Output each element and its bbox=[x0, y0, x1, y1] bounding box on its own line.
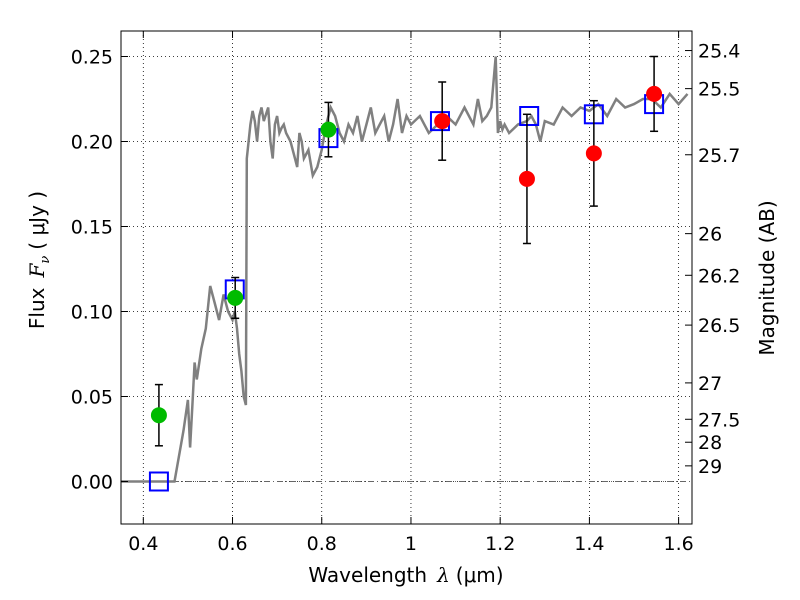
observed-point bbox=[150, 407, 167, 424]
grid-lines bbox=[121, 31, 692, 524]
x-tick-label: 0.8 bbox=[307, 533, 337, 555]
y-tick-label: 0.15 bbox=[71, 217, 113, 239]
observed-point bbox=[434, 113, 451, 130]
x-tick-label: 1.4 bbox=[574, 533, 604, 555]
magnitude-tick-label: 25.5 bbox=[698, 79, 740, 101]
y-axis-ticks: 0.00 0.05 0.10 0.15 0.20 0.25 bbox=[71, 47, 128, 494]
y-tick-label: 0.05 bbox=[71, 387, 113, 409]
magnitude-tick-label: 26.5 bbox=[698, 315, 740, 337]
model-square-marker bbox=[519, 106, 540, 126]
x-tick-label: 0.4 bbox=[128, 533, 158, 555]
model-square-marker bbox=[148, 471, 169, 492]
model-spectrum bbox=[121, 56, 689, 483]
observed-points bbox=[150, 85, 663, 424]
observed-point bbox=[518, 170, 535, 187]
observed-point bbox=[320, 121, 337, 138]
magnitude-tick-label: 27 bbox=[698, 373, 722, 395]
magnitude-tick-label: 26.2 bbox=[698, 265, 740, 287]
magnitude-tick-label: 29 bbox=[698, 456, 722, 478]
magnitude-tick-label: 28 bbox=[698, 432, 722, 454]
x-tick-label: 1.2 bbox=[485, 533, 515, 555]
y-axis-label: FluxFν( μJy ) bbox=[25, 191, 53, 329]
observed-point bbox=[227, 289, 244, 306]
spectrum-line bbox=[121, 56, 689, 483]
magnitude-tick-label: 27.5 bbox=[698, 409, 740, 431]
magnitude-axis-label: Magnitude (AB) bbox=[755, 200, 779, 355]
observed-point bbox=[585, 145, 602, 162]
y-tick-label: 0.20 bbox=[71, 132, 113, 154]
x-axis-label: Wavelength λ (μm) bbox=[308, 563, 503, 587]
x-axis-ticks: 0.4 0.6 0.8 1 1.2 1.4 1.6 bbox=[128, 31, 694, 555]
y-tick-label: 0.25 bbox=[71, 47, 113, 69]
magnitude-tick-label: 26 bbox=[698, 224, 722, 246]
magnitude-tick-label: 25.4 bbox=[698, 41, 740, 63]
y-tick-label: 0.00 bbox=[71, 472, 113, 494]
observed-point bbox=[646, 85, 663, 102]
x-tick-label: 1.6 bbox=[664, 533, 694, 555]
magnitude-tick-label: 25.7 bbox=[698, 145, 740, 167]
plot-frame bbox=[120, 30, 693, 525]
x-tick-label: 1 bbox=[405, 533, 417, 555]
x-tick-label: 0.6 bbox=[217, 533, 247, 555]
y-tick-label: 0.10 bbox=[71, 302, 113, 324]
